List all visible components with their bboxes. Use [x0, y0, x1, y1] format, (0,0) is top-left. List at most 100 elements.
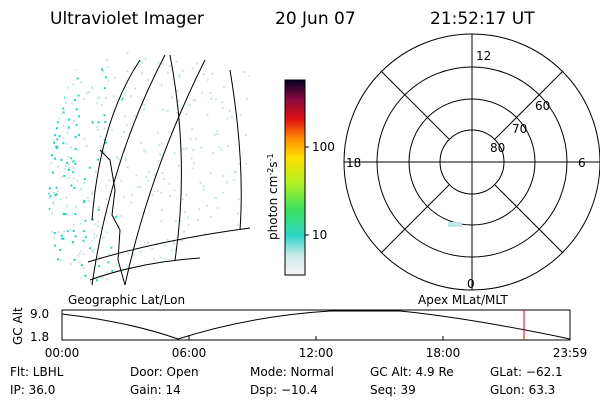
- speckle: [61, 125, 64, 128]
- speckle: [93, 233, 96, 236]
- speckle: [122, 195, 125, 198]
- speckle: [125, 124, 128, 127]
- date: 20 Jun 07: [275, 9, 356, 29]
- speckle: [147, 241, 150, 244]
- speckle: [211, 72, 214, 75]
- speckle: [107, 66, 110, 69]
- speckle: [48, 154, 51, 157]
- speckle: [209, 215, 212, 218]
- plot-title: Geographic Lat/Lon: [68, 293, 185, 307]
- speckle: [99, 151, 102, 154]
- speckle: [182, 230, 185, 233]
- speckle: [103, 127, 106, 130]
- mlt-label: 0: [467, 277, 475, 291]
- speckle: [42, 184, 44, 186]
- speckle: [45, 59, 47, 61]
- info-field: Mode: Normal: [250, 365, 334, 379]
- speckle: [72, 83, 75, 86]
- speckle: [100, 104, 103, 107]
- speckle: [42, 176, 44, 178]
- speckle: [68, 126, 71, 129]
- speckle: [97, 208, 100, 211]
- speckle: [116, 52, 119, 55]
- speckle: [100, 67, 103, 70]
- speckle: [230, 115, 233, 118]
- speckle: [45, 252, 47, 254]
- speckle: [105, 184, 108, 187]
- speckle: [124, 92, 127, 95]
- speckle: [66, 131, 69, 134]
- speckle: [72, 177, 75, 180]
- speckle: [216, 130, 219, 133]
- speckle: [64, 78, 67, 81]
- speckle: [133, 87, 136, 90]
- info-field: GC Alt: 4.9 Re: [370, 365, 454, 379]
- info-field: GLat: −62.1: [490, 365, 563, 379]
- speckle: [54, 134, 57, 137]
- speckle: [57, 52, 60, 55]
- speckle: [212, 244, 215, 247]
- speckle: [244, 134, 247, 137]
- speckle: [122, 131, 125, 134]
- parallel: [89, 257, 201, 281]
- speckle: [72, 229, 75, 232]
- speckle: [184, 260, 187, 263]
- speckle: [55, 193, 58, 196]
- speckle: [54, 157, 57, 160]
- speckle: [172, 242, 175, 245]
- speckle: [126, 249, 129, 252]
- speckle: [221, 106, 224, 109]
- speckle: [75, 108, 78, 111]
- speckle: [82, 230, 85, 233]
- speckle: [85, 144, 88, 147]
- speckle: [105, 278, 108, 281]
- speckle: [101, 70, 104, 73]
- speckle: [94, 223, 97, 226]
- speckle: [215, 98, 218, 101]
- altitude-plot-frame: [61, 309, 571, 341]
- meridian: [169, 54, 182, 261]
- speckle: [188, 51, 191, 54]
- speckle: [142, 108, 145, 111]
- speckle: [59, 259, 62, 262]
- speckle: [223, 55, 226, 58]
- speckle: [40, 266, 42, 268]
- speckle: [192, 99, 195, 102]
- speckle: [55, 100, 58, 103]
- meridian: [91, 59, 141, 221]
- info-field: Dsp: −10.4: [250, 383, 318, 397]
- speckle: [143, 266, 146, 269]
- speckle: [53, 232, 56, 235]
- speckle: [222, 174, 225, 177]
- speckle: [117, 225, 120, 228]
- speckle: [177, 165, 180, 168]
- speckle: [82, 239, 85, 242]
- speckle: [84, 219, 87, 222]
- speckle: [91, 85, 94, 88]
- speckle: [45, 268, 47, 270]
- speckle: [107, 261, 110, 264]
- altitude-curve: [61, 310, 571, 340]
- speckle: [89, 247, 92, 250]
- speckle: [62, 137, 65, 140]
- speckle: [191, 128, 194, 131]
- speckle: [141, 61, 144, 64]
- speckle: [218, 146, 221, 149]
- speckle: [97, 255, 100, 258]
- speckle: [143, 149, 146, 152]
- speckle: [90, 249, 93, 252]
- speckle: [43, 178, 45, 180]
- speckle: [48, 148, 50, 151]
- speckle: [120, 99, 123, 102]
- speckle: [41, 247, 43, 249]
- speckle: [76, 149, 79, 152]
- speckle: [164, 244, 167, 247]
- speckle: [54, 96, 57, 99]
- speckle: [185, 113, 188, 116]
- speckle: [58, 280, 61, 283]
- speckle: [40, 123, 42, 125]
- lat-label: 80: [490, 141, 505, 155]
- speckle: [52, 191, 55, 194]
- speckle: [59, 197, 62, 200]
- speckle: [53, 141, 56, 144]
